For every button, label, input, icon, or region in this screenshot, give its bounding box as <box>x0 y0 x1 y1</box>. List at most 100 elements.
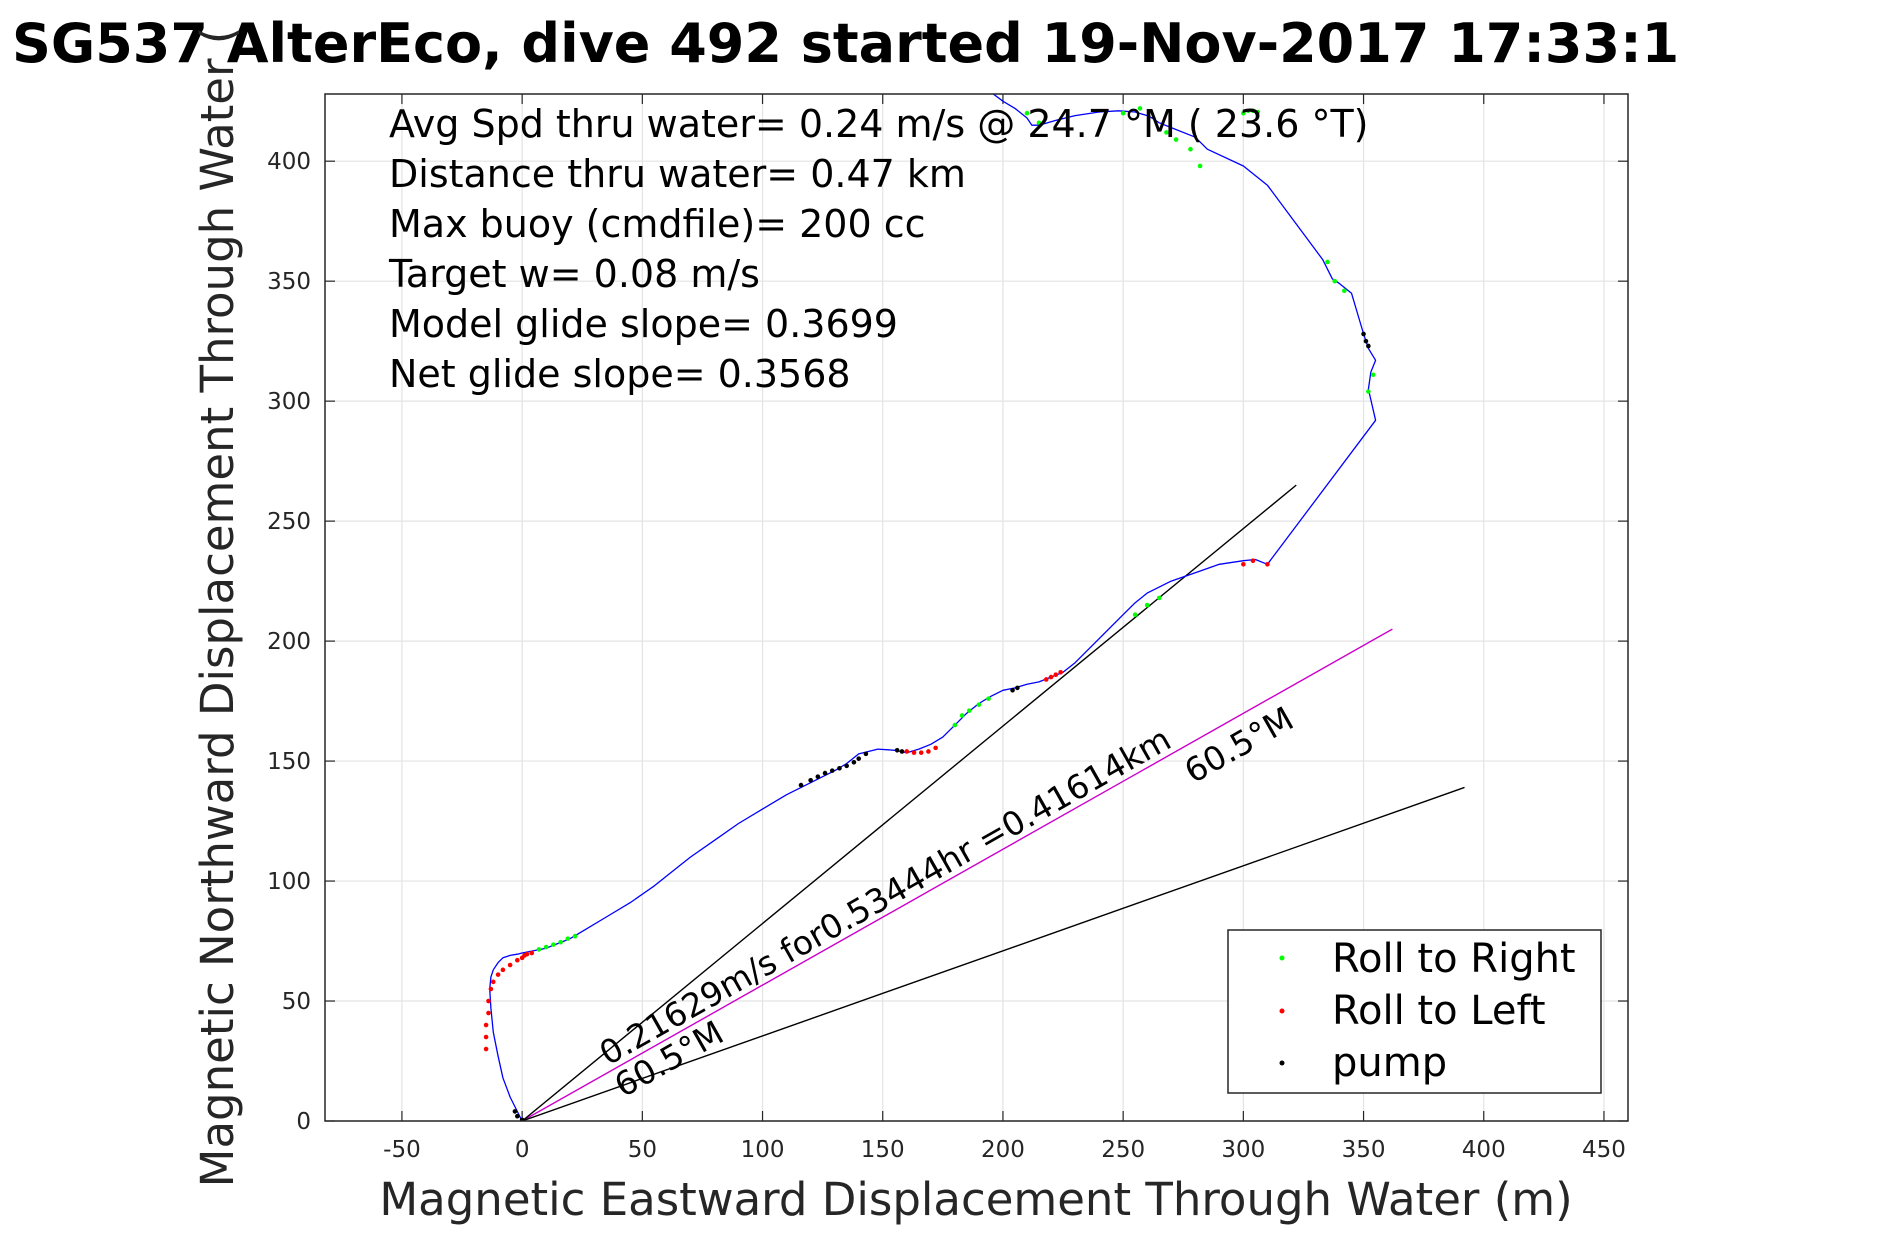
pump-point <box>1363 338 1369 344</box>
x-tick-label: 250 <box>1101 1137 1145 1163</box>
roll-left-point <box>486 1010 491 1016</box>
y-tick-label: 250 <box>267 509 311 535</box>
roll-left-point <box>1043 677 1049 682</box>
roll-left-point <box>529 950 535 956</box>
x-tick-label: -50 <box>383 1137 421 1163</box>
roll-left-point <box>483 1034 489 1040</box>
roll-left-point <box>490 979 496 985</box>
roll-left-point <box>933 745 938 751</box>
pump-point <box>808 777 813 783</box>
roll-right-point <box>1164 130 1169 135</box>
roll-right-point <box>1370 372 1376 378</box>
x-axis-label: Magnetic Eastward Displacement Through W… <box>379 1173 1572 1226</box>
pump-point <box>844 763 849 769</box>
roll-right-point <box>543 944 549 950</box>
chart-title: SG537 AlterEco, dive 492 started 19-Nov-… <box>12 12 1679 75</box>
roll-left-point <box>904 749 910 754</box>
roll-left-point <box>926 749 931 754</box>
x-tick-label: 400 <box>1462 1137 1506 1163</box>
x-tick-label: 0 <box>515 1137 530 1163</box>
x-tick-label: 300 <box>1221 1137 1265 1163</box>
roll-right-point <box>1332 278 1338 284</box>
y-tick-label: 100 <box>267 869 311 895</box>
pump-point <box>1010 687 1015 693</box>
y-tick-label: 150 <box>267 749 311 775</box>
roll-left-point <box>1053 672 1059 677</box>
roll-left-point <box>1241 562 1246 567</box>
roll-right-point <box>1137 106 1143 111</box>
roll-right-point <box>558 939 563 945</box>
pump-point <box>1361 331 1366 337</box>
info-model-glide: Model glide slope= 0.3699 <box>389 302 898 346</box>
roll-left-point <box>1058 669 1063 675</box>
info-max-buoy: Max buoy (cmdfile)= 200 cc <box>389 202 926 246</box>
pump-point <box>899 749 905 754</box>
legend-box <box>1227 929 1602 1094</box>
roll-right-point <box>1197 163 1203 169</box>
x-tick-label: 150 <box>861 1137 905 1163</box>
roll-right-point <box>959 713 965 718</box>
roll-right-point <box>1325 259 1330 265</box>
roll-right-point <box>1245 108 1251 114</box>
roll-left-point <box>1048 674 1054 680</box>
info-target-w: Target w= 0.08 m/s <box>388 252 760 296</box>
pump-point <box>837 765 842 771</box>
roll-right-point <box>572 933 578 939</box>
y-tick-label: 200 <box>267 629 311 655</box>
roll-right-point <box>1144 602 1150 608</box>
roll-right-point <box>1120 110 1126 116</box>
legend-label-pump: pump <box>1332 1040 1447 1086</box>
roll-right-point <box>1366 389 1371 394</box>
pump-point <box>1366 343 1371 349</box>
roll-right-point <box>1250 108 1256 114</box>
roll-right-point <box>986 696 991 701</box>
roll-left-point <box>515 957 520 963</box>
roll-right-point <box>1173 137 1179 142</box>
x-tick-label: 100 <box>741 1137 785 1163</box>
x-tick-label: 350 <box>1342 1137 1386 1163</box>
legend-label-roll-right: Roll to Right <box>1332 936 1576 982</box>
glide-line-upper <box>521 484 1297 1121</box>
y-tick-label: 400 <box>267 149 311 175</box>
y-tick-label: 300 <box>267 389 311 415</box>
roll-right-point <box>1188 146 1193 152</box>
roll-right-point <box>976 702 982 707</box>
roll-left-point <box>488 986 494 992</box>
pump-point <box>822 770 828 776</box>
roll-left-point <box>500 967 506 973</box>
roll-left-point <box>911 750 917 755</box>
info-distance: Distance thru water= 0.47 km <box>389 152 966 196</box>
grid <box>325 94 1628 1122</box>
roll-right-point <box>1132 612 1138 617</box>
current-line <box>521 628 1393 1121</box>
pump-point <box>512 1109 518 1114</box>
roll-left-point <box>495 972 501 977</box>
roll-left-point <box>524 951 530 957</box>
y-tick-label: 0 <box>296 1109 311 1135</box>
pump-point <box>829 768 835 773</box>
x-tick-label: 450 <box>1582 1137 1626 1163</box>
roll-left-point <box>483 1022 489 1028</box>
roll-left-point <box>483 1046 489 1052</box>
roll-right-point <box>536 947 542 952</box>
pump-point <box>1015 685 1020 691</box>
glide-line-lower <box>521 786 1465 1121</box>
pump-point <box>515 1113 520 1119</box>
roll-right-point <box>565 936 571 941</box>
roll-left-point <box>918 750 924 755</box>
roll-left-point <box>486 998 491 1004</box>
roll-left-point <box>1265 562 1270 567</box>
roll-right-point <box>1024 110 1030 116</box>
roll-right-point <box>1255 109 1261 115</box>
roll-right-point <box>1156 595 1162 601</box>
reference-lines <box>521 484 1465 1121</box>
plot-frame <box>324 93 1629 1122</box>
pump-point <box>798 782 804 788</box>
roll-right-point <box>1342 288 1347 294</box>
y-axis-label: Magnetic Northward Displacement Through … <box>191 27 244 1188</box>
roll-left-point <box>1250 558 1256 564</box>
y-tick-label: 350 <box>267 269 311 295</box>
y-tick-label: 50 <box>282 989 311 1015</box>
pump-point <box>863 751 869 757</box>
